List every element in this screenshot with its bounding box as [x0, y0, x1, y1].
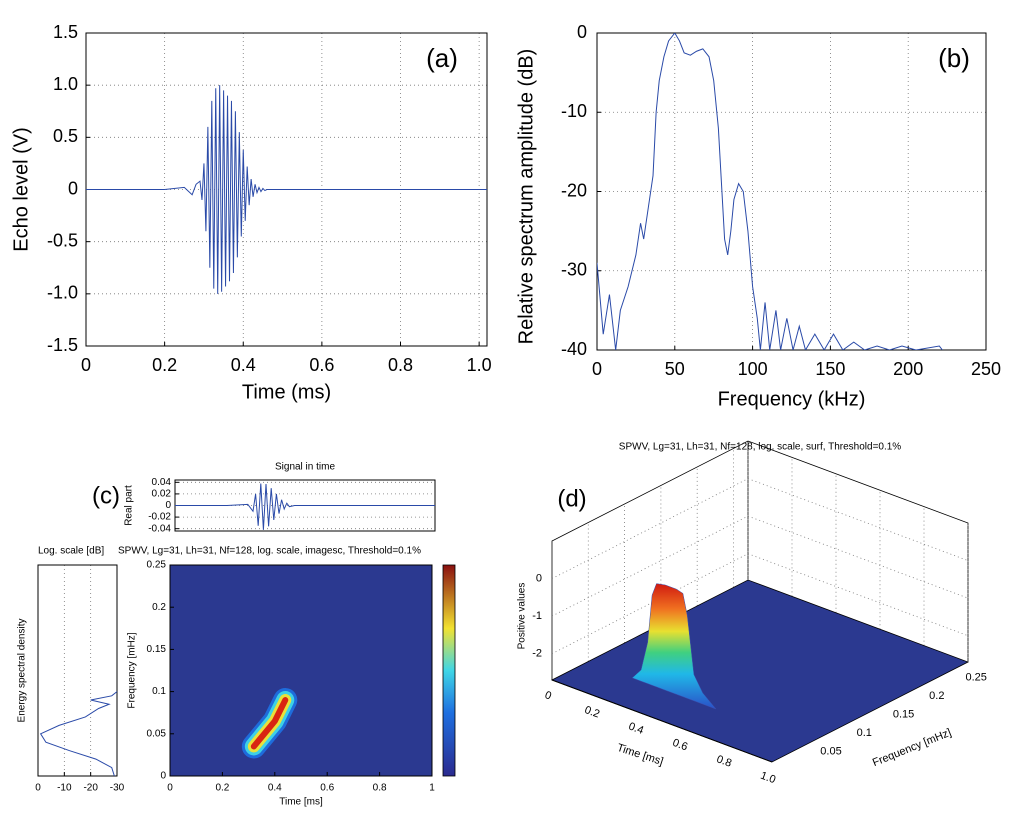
x-tick-label: 150: [815, 359, 845, 379]
plot-title: SPWV, Lg=31, Lh=31, Nf=128, log. scale, …: [118, 546, 421, 557]
z-tick-label: -1: [532, 610, 542, 622]
grid-line: [551, 478, 969, 579]
y-tick-label: -0.02: [148, 512, 171, 523]
y-axis-label: Frequency [mHz]: [871, 727, 953, 769]
spectrum-line: [597, 33, 943, 350]
y-tick-label: -1.0: [47, 283, 78, 303]
y-tick-label: 0: [160, 771, 166, 782]
axis-line: [551, 679, 773, 763]
x-tick-label: 0: [35, 783, 41, 794]
y-tick-label: 0.05: [147, 728, 167, 739]
x-tick-label: 0: [543, 689, 553, 702]
y-axis-label: Frequency [mHz]: [127, 632, 138, 708]
esd-line: [39, 691, 118, 777]
x-tick-label: 0.6: [309, 355, 334, 375]
x-axis-label: Time [ms]: [279, 797, 323, 808]
y-tick-label: 0.5: [53, 126, 78, 146]
y-tick-label: 0: [577, 22, 587, 42]
x-tick-label: 0.4: [231, 355, 256, 375]
y-axis-label: Energy spectral density: [17, 619, 28, 723]
grid-line: [551, 515, 969, 617]
x-tick-label: 0: [167, 783, 173, 794]
y-axis-label: Echo level (V): [10, 127, 32, 252]
plot-title: SPWV, Lg=31, Lh=31, Nf=128, log. scale, …: [619, 442, 902, 453]
y-tick-label: -10: [561, 101, 587, 121]
y-tick-label: 0.2: [152, 602, 166, 613]
z-tick-label: 0: [536, 572, 542, 584]
plot-title: Log. scale [dB]: [38, 546, 104, 557]
x-tick-label: 1.0: [467, 355, 492, 375]
tf-ridge: [250, 697, 289, 750]
y-tick-label: 0.15: [147, 644, 167, 655]
x-tick-label: 0: [81, 355, 91, 375]
y-tick-label: -0.5: [47, 230, 78, 250]
y-tick-label: 0.25: [147, 560, 167, 571]
panel-label: (c): [92, 482, 120, 509]
surface-floor: [551, 579, 969, 763]
panel-label: (d): [557, 485, 586, 512]
x-tick-label: 0.8: [373, 783, 387, 794]
y-axis-label: Real part: [124, 485, 135, 526]
x-axis-label: Time [ms]: [615, 742, 664, 768]
z-axis-label: Positive values: [517, 583, 528, 650]
y-tick-label: 1.5: [53, 22, 78, 42]
x-tick-label: 0: [592, 359, 602, 379]
x-tick-label: 0.2: [583, 704, 601, 721]
x-axis-label: Time (ms): [242, 381, 331, 403]
y-tick-label: 0: [68, 178, 78, 198]
y-tick-label: -20: [561, 180, 587, 200]
x-tick-label: 100: [738, 359, 768, 379]
y-tick-label: 0.2: [929, 690, 944, 702]
grid-line: [551, 553, 969, 655]
y-axis-label: Relative spectrum amplitude (dB): [515, 49, 537, 345]
z-tick-label: -2: [532, 648, 542, 660]
y-tick-label: 0.05: [820, 745, 841, 757]
y-tick-label: 0.25: [965, 671, 986, 683]
y-tick-label: 0.02: [152, 489, 172, 500]
signal-line: [86, 85, 487, 294]
x-tick-label: 0.8: [388, 355, 413, 375]
y-tick-label: -30: [561, 260, 587, 280]
plot-background: [170, 565, 432, 776]
x-tick-label: -20: [83, 783, 98, 794]
signal-line: [175, 483, 435, 530]
y-tick-label: 0.04: [152, 477, 172, 488]
plot-frame: [37, 564, 118, 777]
x-tick-label: 0.4: [627, 720, 645, 737]
panel-label: (a): [426, 43, 458, 73]
x-tick-label: -10: [57, 783, 72, 794]
x-tick-label: 0.6: [320, 783, 334, 794]
panel-label: (b): [938, 43, 970, 73]
y-tick-label: -40: [561, 339, 587, 359]
plot-frame: [596, 32, 987, 351]
x-tick-label: 0.2: [215, 783, 229, 794]
y-tick-label: 0: [165, 500, 171, 511]
y-tick-label: 0.15: [893, 708, 914, 720]
surface-peak: [631, 583, 717, 710]
x-tick-label: 1: [429, 783, 435, 794]
colorbar: [442, 564, 456, 777]
x-tick-label: 0.6: [671, 737, 689, 754]
plot-title: Signal in time: [275, 462, 335, 473]
plot-frame: [169, 564, 433, 777]
x-tick-label: -30: [110, 783, 125, 794]
x-tick-label: 0.4: [268, 783, 282, 794]
x-tick-label: 250: [971, 359, 1001, 379]
y-tick-label: 1.0: [53, 74, 78, 94]
x-axis-label: Frequency (kHz): [718, 388, 866, 410]
y-tick-label: -1.5: [47, 335, 78, 355]
x-tick-label: 200: [893, 359, 923, 379]
y-tick-label: 0.1: [857, 727, 872, 739]
x-tick-label: 1.0: [759, 770, 777, 787]
x-tick-label: 0.2: [152, 355, 177, 375]
x-tick-label: 50: [665, 359, 685, 379]
x-tick-label: 0.8: [715, 753, 733, 770]
y-tick-label: 0.1: [152, 686, 166, 697]
y-tick-label: -0.04: [148, 523, 171, 534]
